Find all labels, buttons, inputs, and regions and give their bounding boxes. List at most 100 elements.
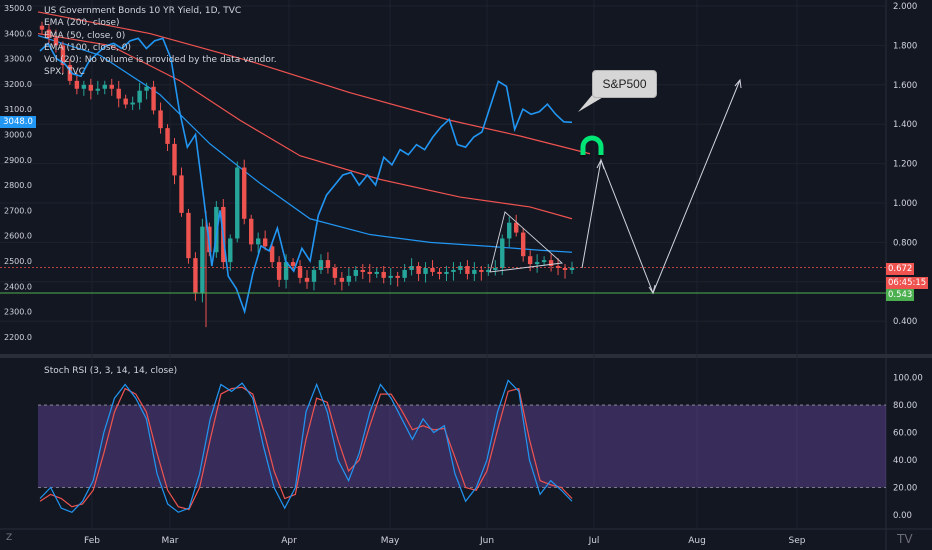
right-axis-tick: 1.200 — [893, 160, 917, 170]
candle-body — [486, 269, 491, 272]
legend-ema200: EMA (200, close) — [44, 18, 120, 29]
left-axis-tick: 3300.0 — [4, 55, 32, 64]
arrow-head — [734, 78, 742, 89]
month-label: Aug — [688, 536, 706, 546]
candle-body — [242, 167, 247, 219]
candle-body — [151, 86, 156, 111]
month-label: Sep — [789, 536, 806, 546]
candle-body — [514, 222, 519, 233]
left-axis-tick: 2200.0 — [4, 333, 32, 342]
candle-body — [548, 260, 554, 267]
candle-body — [39, 25, 45, 30]
candle-body — [123, 98, 128, 105]
candle-body — [527, 256, 533, 265]
stoch-rsi-d-line — [39, 386, 573, 511]
candle-body — [500, 238, 505, 269]
right-axis-tick: 1.000 — [893, 199, 917, 209]
candle-body — [116, 88, 121, 99]
candle-body — [249, 218, 254, 245]
candle-body — [339, 277, 345, 282]
candle-body — [179, 175, 184, 213]
zoom-button[interactable]: Z — [6, 533, 13, 543]
candle-body — [332, 268, 338, 278]
candle-body — [46, 29, 52, 38]
spx-line — [39, 37, 573, 315]
month-label: Feb — [84, 536, 100, 546]
sp500-callout[interactable]: S&P500 — [592, 70, 657, 98]
candle-body — [534, 262, 540, 265]
candle-body — [402, 269, 407, 278]
arrow-head — [648, 284, 656, 295]
candle-body — [193, 258, 198, 294]
candle-body — [416, 266, 421, 274]
left-axis-tick: 2700.0 — [4, 206, 32, 215]
candle-body — [451, 269, 456, 272]
candle-body — [493, 268, 498, 270]
left-axis-tick: 3400.0 — [4, 29, 32, 38]
candle-body — [200, 226, 205, 294]
candle-body — [325, 260, 331, 269]
stoch-rsi-lines — [39, 379, 573, 513]
candle-body — [95, 88, 100, 91]
left-axis-tick: 2900.0 — [4, 156, 32, 165]
candle-body — [137, 90, 142, 103]
candle-body — [235, 167, 240, 239]
ema100-line — [37, 32, 573, 220]
stoch-rsi-band — [38, 404, 886, 488]
candle-body — [520, 232, 526, 257]
left-axis-tick: 2300.0 — [4, 308, 32, 317]
candle-body — [255, 238, 261, 245]
annotations — [0, 78, 886, 295]
candle-body — [360, 269, 365, 272]
candle-body — [130, 102, 135, 105]
ema50-line — [37, 34, 573, 253]
countdown-tag: 06:45:15 — [886, 277, 929, 289]
candle-body — [60, 45, 66, 66]
candle-body — [109, 84, 114, 89]
candle-body — [53, 37, 59, 46]
candle-body — [555, 266, 561, 269]
candle-body — [297, 266, 303, 278]
candle-body — [465, 266, 470, 274]
candle-body — [186, 212, 191, 259]
tradingview-logo: TV — [897, 532, 913, 546]
legend-volume: Vol (20): No volume is provided by the d… — [44, 55, 277, 66]
candle-body — [381, 271, 386, 278]
left-axis-tick: 2800.0 — [4, 181, 32, 190]
rsi-axis-tick: 60.00 — [893, 429, 917, 439]
right-axis-tick: 2.000 — [893, 2, 917, 12]
candle-body — [569, 267, 575, 270]
spx-price-tag: 3048.0 — [0, 116, 36, 128]
candle-body — [144, 86, 149, 91]
spx-series-line — [39, 37, 573, 315]
left-axis-tick: 2600.0 — [4, 232, 32, 241]
candle-body — [388, 275, 393, 278]
axes: 2.0001.8001.6001.4001.2001.0000.8000.600… — [4, 2, 923, 546]
legend-spx: SPX, TVC — [44, 67, 85, 78]
candle-body — [269, 246, 275, 263]
candle-body — [283, 262, 289, 280]
stoch-rsi-k-line — [39, 379, 573, 513]
left-axis-tick: 2500.0 — [4, 257, 32, 266]
candle-body — [353, 269, 359, 276]
yield-price-tag: 0.672 — [886, 263, 915, 275]
candle-body — [81, 84, 87, 89]
candle-body — [437, 271, 442, 274]
left-axis-tick: 3200.0 — [4, 80, 32, 89]
candle-body — [172, 143, 177, 176]
stoch-rsi-label: Stoch RSI (3, 3, 14, 14, close) — [44, 366, 178, 376]
callout-pointer — [578, 94, 605, 112]
month-label: Apr — [281, 536, 297, 546]
candle-body — [423, 268, 428, 274]
right-axis-tick: 1.800 — [893, 41, 917, 51]
right-axis-tick: 1.400 — [893, 120, 917, 130]
candle-body — [262, 238, 268, 247]
candle-body — [102, 84, 107, 89]
support-price-tag: 0.543 — [886, 289, 915, 301]
candle-body — [214, 206, 219, 253]
candle-body — [367, 271, 372, 274]
candle-body — [562, 268, 568, 270]
arrow-head — [596, 158, 605, 170]
